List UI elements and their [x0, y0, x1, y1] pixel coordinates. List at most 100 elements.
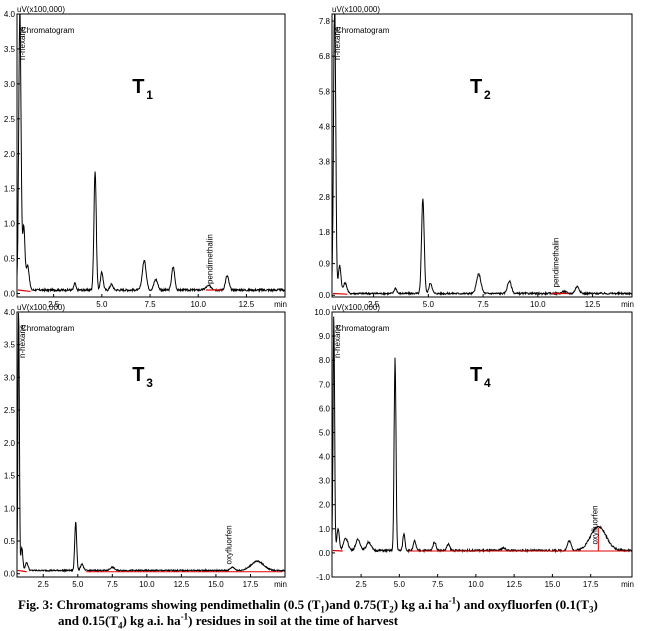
y-tick-label: 0.5	[4, 537, 16, 546]
x-tick-label: 7.5	[478, 300, 490, 309]
x-tick-label: 2.5	[356, 580, 368, 589]
x-tick-label: 2.5	[38, 580, 50, 589]
x-tick-label: 7.5	[432, 580, 444, 589]
x-tick-label: 5.0	[72, 580, 84, 589]
plot-frame	[332, 14, 632, 297]
y-tick-label: 7.8	[319, 17, 331, 26]
solvent-baseline-mark	[333, 293, 347, 294]
chromatogram-trace	[332, 317, 632, 552]
analyte-peak-label: oxyfluorfen	[590, 505, 599, 544]
chromatogram-label: Chromatogram	[21, 324, 75, 333]
y-tick-label: 7.0	[319, 380, 331, 389]
panel-title: T	[470, 364, 482, 386]
x-tick-label: 5.0	[423, 300, 435, 309]
unit-label: uV(x100,000)	[332, 303, 380, 312]
y-tick-label: 10.0	[314, 308, 330, 317]
plot-frame	[17, 312, 285, 577]
y-tick-label: 4.0	[4, 10, 16, 19]
y-tick-label: 5.8	[319, 87, 331, 96]
chromatogram-trace	[17, 313, 285, 571]
x-tick-label: 7.5	[107, 580, 119, 589]
panel-title: T	[132, 364, 144, 386]
analyte-peak-label: pendimethalin	[552, 238, 561, 288]
y-tick-label: 3.5	[4, 45, 16, 54]
x-tick-label: 15.0	[545, 580, 561, 589]
x-unit-label: min	[274, 580, 287, 589]
analyte-peak-label: pendimethalin	[206, 234, 215, 284]
panel-title: T	[470, 76, 482, 98]
y-tick-label: 1.8	[319, 228, 331, 237]
y-tick-label: 3.0	[319, 477, 331, 486]
y-tick-label: 3.0	[4, 80, 16, 89]
chromatogram-panel-t4: oxyfluorfen 2.5 5.0 7.5 10.0 12.5 15.0 17.5 min -…	[314, 303, 634, 589]
y-tick-label: 0.0	[4, 570, 16, 579]
caption-fig-label: Fig. 3:	[18, 597, 53, 612]
x-unit-label: min	[274, 300, 287, 309]
y-tick-label: 0.5	[4, 255, 16, 264]
chromatogram-panel-t1: pendimethalin 2.5 5.0 7.5 10.0 12.5 min 0.0 0.5 1…	[4, 5, 287, 309]
solvent-baseline-mark	[18, 570, 27, 571]
x-tick-label: 17.5	[243, 580, 259, 589]
y-tick-label: 2.5	[4, 115, 16, 124]
chromatogram-label: Chromatogram	[21, 26, 75, 35]
y-tick-label: 2.0	[4, 150, 16, 159]
x-tick-label: 7.5	[144, 300, 156, 309]
y-tick-label: 6.8	[319, 52, 331, 61]
x-tick-label: 10.0	[190, 300, 206, 309]
y-tick-label: 4.0	[4, 308, 16, 317]
x-unit-label: min	[621, 300, 634, 309]
solvent-baseline-mark	[18, 290, 31, 291]
panel-title-subscript: 2	[484, 88, 491, 102]
y-tick-label: 2.8	[319, 193, 331, 202]
y-tick-label: 3.8	[319, 158, 331, 167]
x-tick-label: 15.0	[208, 580, 224, 589]
y-tick-label: 3.5	[4, 341, 16, 350]
x-tick-label: 10.0	[139, 580, 155, 589]
solvent-label: n-hexane	[18, 324, 27, 358]
x-tick-label: 12.5	[174, 580, 190, 589]
panel-title-subscript: 4	[484, 376, 491, 390]
y-tick-label: 1.5	[4, 185, 16, 194]
x-tick-label: 17.5	[583, 580, 599, 589]
x-unit-label: min	[621, 580, 634, 589]
chromatogram-trace	[17, 14, 285, 291]
panel-title-subscript: 3	[146, 376, 153, 390]
solvent-label: n-hexane	[333, 26, 342, 60]
chromatogram-panel-t3: oxyfluorfen 2.5 5.0 7.5 10.0 12.5 15.0 17.5 min 0…	[4, 303, 287, 589]
plot-frame	[332, 312, 632, 577]
y-tick-label: 0.9	[319, 260, 331, 269]
y-tick-label: 8.5	[319, 0, 331, 1]
x-tick-label: 5.0	[96, 300, 108, 309]
y-tick-label: 2.0	[319, 501, 331, 510]
y-tick-label: -1.0	[316, 573, 330, 582]
y-tick-label: 0.0	[4, 290, 16, 299]
panel-title-subscript: 1	[146, 88, 153, 102]
chromatogram-trace	[332, 14, 632, 294]
plot-frame	[17, 14, 285, 297]
chromatogram-label: Chromatogram	[336, 324, 390, 333]
y-tick-label: 4.0	[319, 453, 331, 462]
x-tick-label: 12.5	[239, 300, 255, 309]
x-tick-label: 5.0	[394, 580, 406, 589]
chromatogram-label: Chromatogram	[336, 26, 390, 35]
y-tick-label: 2.5	[4, 406, 16, 415]
figure-caption: Fig. 3: Chromatograms showing pendimetha…	[18, 597, 648, 629]
x-tick-label: 12.5	[506, 580, 522, 589]
y-tick-label: 1.0	[4, 504, 16, 513]
unit-label: uV(x100,000)	[17, 303, 65, 312]
x-tick-label: 10.0	[468, 580, 484, 589]
y-tick-label: 1.0	[319, 525, 331, 534]
y-tick-label: 1.0	[4, 220, 16, 229]
y-tick-label: 3.0	[4, 373, 16, 382]
y-tick-label: 1.5	[4, 472, 16, 481]
y-tick-label: 0.0	[319, 549, 331, 558]
unit-label: uV(x100,000)	[332, 5, 380, 14]
y-tick-label: 6.0	[319, 404, 331, 413]
y-tick-label: 5.0	[319, 428, 331, 437]
y-tick-label: 0.0	[319, 291, 331, 300]
analyte-peak-label: oxyfluorfen	[225, 525, 234, 564]
y-tick-label: 4.8	[319, 122, 331, 131]
y-tick-label: 8.0	[319, 356, 331, 365]
